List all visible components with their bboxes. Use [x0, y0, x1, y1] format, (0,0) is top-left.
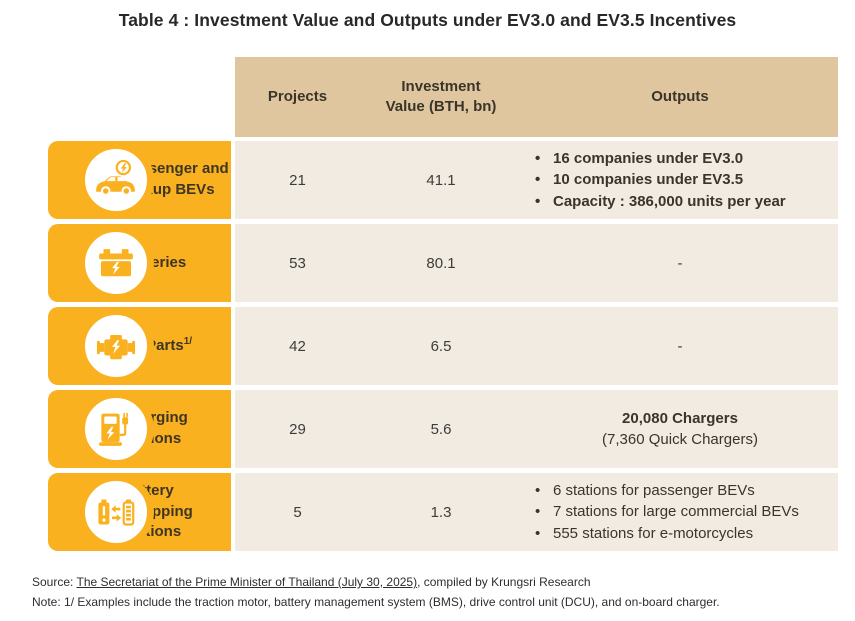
cell-outputs: • 6 stations for passenger BEVs • 7 statio…	[522, 473, 838, 551]
charging-station-icon	[99, 412, 129, 446]
battery-swapping-icon	[98, 499, 135, 526]
cell-outputs: • 16 companies under EV3.0 • 10 companies …	[522, 141, 838, 219]
output-bullet: • 555 stations for e-motorcycles	[535, 524, 754, 542]
cell-investment: 5.6	[430, 420, 452, 438]
cell-outputs: 20,080 Chargers (7,360 Quick Chargers)	[522, 390, 838, 468]
table-row-battery-swapping: Battery Swapping Stations 5 1.3 •6 stati…	[0, 473, 855, 551]
chargers-output: 20,080 Chargers (7,360 Quick Chargers)	[602, 410, 758, 448]
row-label-batteries: Batteries	[48, 224, 231, 302]
table-row-passenger-bevs: Passenger and Pickup BEVs 21 41.1 • 16 co…	[0, 141, 855, 219]
source-citation-link[interactable]: The Secretariat of the Prime Minister of…	[76, 575, 418, 589]
cell-investment: 6.5	[430, 337, 452, 355]
row-icon-badge	[78, 391, 154, 467]
cell-projects: 29	[289, 420, 306, 438]
column-header-investment-line1: Investment	[401, 77, 481, 95]
row-data: 21 41.1 • 16 companies under EV3.0 • 10 co…	[235, 141, 838, 219]
cell-investment: 1.3	[430, 503, 452, 521]
output-bullet: • Capacity : 386,000 units per year	[535, 192, 786, 210]
row-data: 53 80.1 -	[235, 224, 838, 302]
row-icon-badge	[78, 474, 154, 550]
note-line: Note: 1/ Examples include the traction m…	[32, 594, 720, 609]
table-title: Table 4 : Investment Value and Outputs u…	[118, 10, 737, 30]
table-row-charging-stations: Charging Stations 29 5.6 20,080 Chargers…	[0, 390, 855, 468]
column-header-outputs: Outputs	[651, 87, 709, 105]
column-header-investment-line2: Value (BTH, bn)	[385, 98, 497, 115]
source-label: Source:	[32, 575, 77, 589]
column-header-investment: Investment Value (BTH, bn)	[360, 57, 522, 137]
source-rest: , compiled by Krungsri Research	[417, 575, 591, 589]
ev-parts-icon	[96, 335, 136, 360]
cell-outputs: -	[677, 254, 683, 272]
battery-icon	[99, 249, 133, 277]
table-header: Projects Investment Value (BTH, bn) Outp…	[235, 57, 838, 137]
output-bullet: • 10 companies under EV3.5	[535, 171, 744, 189]
row-data: 42 6.5 -	[235, 307, 838, 385]
output-bullet: • 16 companies under EV3.0	[535, 149, 744, 167]
column-header-projects: Projects	[267, 87, 328, 105]
footer: Source: The Secretariat of the Prime Min…	[32, 573, 720, 612]
row-icon-badge	[78, 308, 154, 384]
cell-projects: 21	[289, 171, 306, 189]
row-label-charging-stations: Charging Stations	[48, 390, 231, 468]
row-data: 29 5.6 20,080 Chargers (7,360 Quick Char…	[235, 390, 838, 468]
table-row-ev-parts: EV Parts1/ 42 6.5 -	[0, 307, 855, 385]
cell-projects: 5	[293, 503, 302, 521]
output-bullet: • 6 stations for passenger BEVs	[535, 481, 755, 499]
row-data: 5 1.3 • 6 stations for passenger BEVs • 7 …	[235, 473, 838, 551]
output-bullet: • 7 stations for large commercial BEVs	[535, 503, 799, 521]
cell-projects: 53	[289, 254, 306, 272]
cell-outputs: -	[677, 337, 683, 355]
table-row-batteries: Batteries 53 80.1 -	[0, 224, 855, 302]
row-icon-badge	[78, 225, 154, 301]
cell-investment: 41.1	[426, 171, 456, 189]
cell-projects: 42	[289, 337, 306, 355]
row-label-battery-swapping: Battery Swapping Stations	[48, 473, 231, 551]
cell-investment: 80.1	[426, 254, 456, 272]
row-label-passenger-bevs: Passenger and Pickup BEVs	[48, 141, 231, 219]
electric-car-icon	[96, 159, 135, 196]
source-line: Source: The Secretariat of the Prime Min…	[32, 573, 720, 593]
row-label-ev-parts: EV Parts1/	[48, 307, 231, 385]
row-icon-badge	[78, 142, 154, 218]
